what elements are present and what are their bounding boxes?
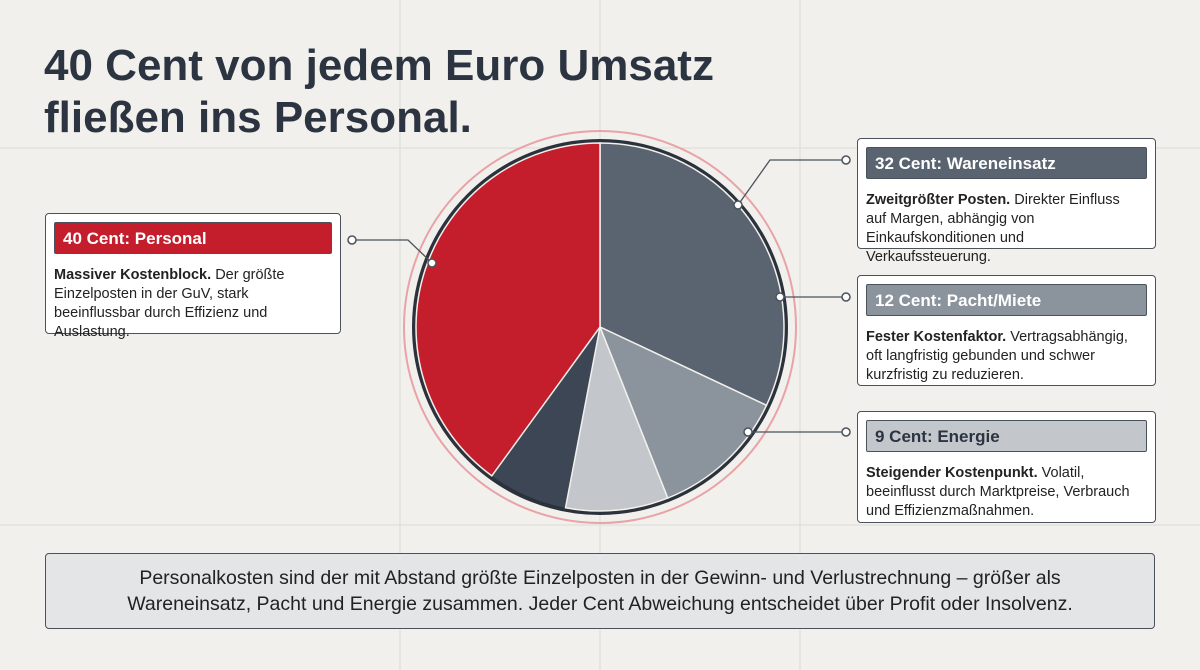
glow-ring xyxy=(403,130,797,524)
coin-segment xyxy=(564,324,669,512)
info-box: 9 Cent: Energie Steigender Kostenpunkt. … xyxy=(857,411,1156,523)
footnote: Personalkosten sind der mit Abstand größ… xyxy=(45,553,1155,629)
box-text: Zweitgrößter Posten. Direkter Einfluss a… xyxy=(866,192,1120,265)
box-header: 32 Cent: Wareneinsatz xyxy=(866,147,1147,179)
connector-dots xyxy=(347,155,851,437)
box-header: 12 Cent: Pacht/Miete xyxy=(866,284,1147,316)
info-box: 40 Cent: Personal Massiver Kostenblock. … xyxy=(45,213,341,340)
info-box: 32 Cent: Wareneinsatz Zweitgrößter Poste… xyxy=(857,138,1156,265)
coin-segment xyxy=(598,325,768,500)
title: 40 Cent von jedem Euro Umsatz fließen in… xyxy=(44,41,714,142)
info-box: 12 Cent: Pacht/Miete Fester Kostenfaktor… xyxy=(857,275,1156,386)
box-text: Massiver Kostenblock. Der größte Einzelp… xyxy=(54,267,285,340)
box-text: Fester Kostenfaktor. Vertragsabhängig, o… xyxy=(866,329,1128,383)
box-header: 40 Cent: Personal xyxy=(54,222,332,254)
box-header: 9 Cent: Energie xyxy=(866,420,1147,452)
coin-segment xyxy=(415,142,601,477)
connectors xyxy=(352,159,846,433)
box-text: Steigender Kostenpunkt. Volatil, beeinfl… xyxy=(866,465,1130,519)
